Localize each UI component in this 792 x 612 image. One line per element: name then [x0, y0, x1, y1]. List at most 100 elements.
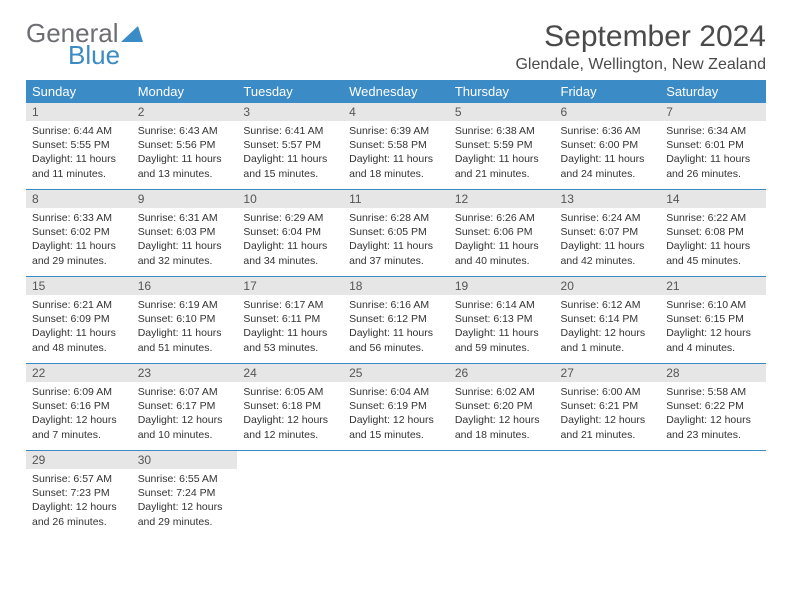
calendar-day-cell: 3Sunrise: 6:41 AMSunset: 5:57 PMDaylight… — [237, 103, 343, 190]
day-details: Sunrise: 6:41 AMSunset: 5:57 PMDaylight:… — [237, 121, 343, 185]
sunrise-text: Sunrise: 6:19 AM — [138, 298, 232, 312]
sunrise-text: Sunrise: 6:12 AM — [561, 298, 655, 312]
sunset-text: Sunset: 7:24 PM — [138, 486, 232, 500]
sunset-text: Sunset: 6:00 PM — [561, 138, 655, 152]
sunset-text: Sunset: 6:13 PM — [455, 312, 549, 326]
daylight-text: Daylight: 12 hours and 26 minutes. — [32, 500, 126, 528]
calendar-day-cell: 25Sunrise: 6:04 AMSunset: 6:19 PMDayligh… — [343, 364, 449, 451]
day-details: Sunrise: 6:36 AMSunset: 6:00 PMDaylight:… — [555, 121, 661, 185]
sunset-text: Sunset: 6:05 PM — [349, 225, 443, 239]
sunrise-text: Sunrise: 6:55 AM — [138, 472, 232, 486]
sunrise-text: Sunrise: 6:38 AM — [455, 124, 549, 138]
sunrise-text: Sunrise: 6:33 AM — [32, 211, 126, 225]
calendar-day-cell: 8Sunrise: 6:33 AMSunset: 6:02 PMDaylight… — [26, 190, 132, 277]
calendar-day-cell: 18Sunrise: 6:16 AMSunset: 6:12 PMDayligh… — [343, 277, 449, 364]
daylight-text: Daylight: 11 hours and 56 minutes. — [349, 326, 443, 354]
calendar-day-cell: 7Sunrise: 6:34 AMSunset: 6:01 PMDaylight… — [660, 103, 766, 190]
daylight-text: Daylight: 12 hours and 21 minutes. — [561, 413, 655, 441]
sunset-text: Sunset: 6:15 PM — [666, 312, 760, 326]
sunset-text: Sunset: 5:59 PM — [455, 138, 549, 152]
daylight-text: Daylight: 11 hours and 26 minutes. — [666, 152, 760, 180]
day-number: 15 — [26, 277, 132, 295]
weekday-header: Thursday — [449, 80, 555, 103]
calendar-empty-cell — [343, 451, 449, 538]
weekday-header: Tuesday — [237, 80, 343, 103]
day-number: 9 — [132, 190, 238, 208]
month-title: September 2024 — [515, 20, 766, 54]
sunrise-text: Sunrise: 6:00 AM — [561, 385, 655, 399]
calendar-day-cell: 10Sunrise: 6:29 AMSunset: 6:04 PMDayligh… — [237, 190, 343, 277]
weekday-header: Saturday — [660, 80, 766, 103]
sunset-text: Sunset: 6:08 PM — [666, 225, 760, 239]
daylight-text: Daylight: 11 hours and 45 minutes. — [666, 239, 760, 267]
day-number: 18 — [343, 277, 449, 295]
day-number: 27 — [555, 364, 661, 382]
weekday-header-row: SundayMondayTuesdayWednesdayThursdayFrid… — [26, 80, 766, 103]
daylight-text: Daylight: 11 hours and 13 minutes. — [138, 152, 232, 180]
day-number: 22 — [26, 364, 132, 382]
sunrise-text: Sunrise: 6:29 AM — [243, 211, 337, 225]
day-details: Sunrise: 6:29 AMSunset: 6:04 PMDaylight:… — [237, 208, 343, 272]
sunrise-text: Sunrise: 6:04 AM — [349, 385, 443, 399]
calendar-day-cell: 27 Sunrise: 6:00 AMSunset: 6:21 PMDayligh… — [555, 364, 661, 451]
daylight-text: Daylight: 11 hours and 51 minutes. — [138, 326, 232, 354]
calendar-day-cell: 23Sunrise: 6:07 AMSunset: 6:17 PMDayligh… — [132, 364, 238, 451]
day-number: 11 — [343, 190, 449, 208]
day-details: Sunrise: 6:19 AMSunset: 6:10 PMDaylight:… — [132, 295, 238, 359]
sunset-text: Sunset: 6:06 PM — [455, 225, 549, 239]
daylight-text: Daylight: 11 hours and 40 minutes. — [455, 239, 549, 267]
sunrise-text: Sunrise: 6:22 AM — [666, 211, 760, 225]
day-details: Sunrise: 6:34 AMSunset: 6:01 PMDaylight:… — [660, 121, 766, 185]
calendar-week-row: 15Sunrise: 6:21 AMSunset: 6:09 PMDayligh… — [26, 277, 766, 364]
daylight-text: Daylight: 12 hours and 29 minutes. — [138, 500, 232, 528]
calendar-day-cell: 14Sunrise: 6:22 AMSunset: 6:08 PMDayligh… — [660, 190, 766, 277]
calendar-week-row: 1Sunrise: 6:44 AMSunset: 5:55 PMDaylight… — [26, 103, 766, 190]
calendar-day-cell: 9Sunrise: 6:31 AMSunset: 6:03 PMDaylight… — [132, 190, 238, 277]
sunrise-text: Sunrise: 6:44 AM — [32, 124, 126, 138]
calendar-day-cell: 28Sunrise: 5:58 AMSunset: 6:22 PMDayligh… — [660, 364, 766, 451]
daylight-text: Daylight: 12 hours and 7 minutes. — [32, 413, 126, 441]
day-number: 30 — [132, 451, 238, 469]
calendar-day-cell: 24Sunrise: 6:05 AMSunset: 6:18 PMDayligh… — [237, 364, 343, 451]
calendar-day-cell: 30 Sunrise: 6:55 AMSunset: 7:24 PMDayligh… — [132, 451, 238, 538]
calendar-day-cell: 1Sunrise: 6:44 AMSunset: 5:55 PMDaylight… — [26, 103, 132, 190]
weekday-header: Monday — [132, 80, 238, 103]
day-number: 10 — [237, 190, 343, 208]
daylight-text: Daylight: 11 hours and 24 minutes. — [561, 152, 655, 180]
sunset-text: Sunset: 6:14 PM — [561, 312, 655, 326]
day-number: 25 — [343, 364, 449, 382]
calendar-day-cell: 16Sunrise: 6:19 AMSunset: 6:10 PMDayligh… — [132, 277, 238, 364]
sunrise-text: Sunrise: 6:26 AM — [455, 211, 549, 225]
sunset-text: Sunset: 7:23 PM — [32, 486, 126, 500]
daylight-text: Daylight: 12 hours and 12 minutes. — [243, 413, 337, 441]
day-number: 12 — [449, 190, 555, 208]
daylight-text: Daylight: 11 hours and 32 minutes. — [138, 239, 232, 267]
day-details: Sunrise: 6:38 AMSunset: 5:59 PMDaylight:… — [449, 121, 555, 185]
daylight-text: Daylight: 11 hours and 42 minutes. — [561, 239, 655, 267]
sunset-text: Sunset: 6:16 PM — [32, 399, 126, 413]
day-details: Sunrise: 6:07 AMSunset: 6:17 PMDaylight:… — [132, 382, 238, 446]
day-number: 28 — [660, 364, 766, 382]
sunrise-text: Sunrise: 6:07 AM — [138, 385, 232, 399]
sunrise-text: Sunrise: 6:09 AM — [32, 385, 126, 399]
calendar-day-cell: 29Sunrise: 6:57 AMSunset: 7:23 PMDayligh… — [26, 451, 132, 538]
sunrise-text: Sunrise: 6:05 AM — [243, 385, 337, 399]
sunset-text: Sunset: 5:56 PM — [138, 138, 232, 152]
day-details: Sunrise: 6:24 AMSunset: 6:07 PMDaylight:… — [555, 208, 661, 272]
sunset-text: Sunset: 6:07 PM — [561, 225, 655, 239]
sunset-text: Sunset: 6:01 PM — [666, 138, 760, 152]
sunset-text: Sunset: 6:11 PM — [243, 312, 337, 326]
day-number: 23 — [132, 364, 238, 382]
daylight-text: Daylight: 11 hours and 48 minutes. — [32, 326, 126, 354]
day-details: Sunrise: 6:17 AMSunset: 6:11 PMDaylight:… — [237, 295, 343, 359]
sunrise-text: Sunrise: 6:36 AM — [561, 124, 655, 138]
page-header: General Blue September 2024 Glendale, We… — [26, 20, 766, 74]
day-number: 7 — [660, 103, 766, 121]
day-number: 24 — [237, 364, 343, 382]
calendar-day-cell: 15Sunrise: 6:21 AMSunset: 6:09 PMDayligh… — [26, 277, 132, 364]
day-details: Sunrise: 6:31 AMSunset: 6:03 PMDaylight:… — [132, 208, 238, 272]
day-details: Sunrise: 6:02 AMSunset: 6:20 PMDaylight:… — [449, 382, 555, 446]
sunset-text: Sunset: 6:21 PM — [561, 399, 655, 413]
calendar-table: SundayMondayTuesdayWednesdayThursdayFrid… — [26, 80, 766, 537]
title-block: September 2024 Glendale, Wellington, New… — [515, 20, 766, 74]
